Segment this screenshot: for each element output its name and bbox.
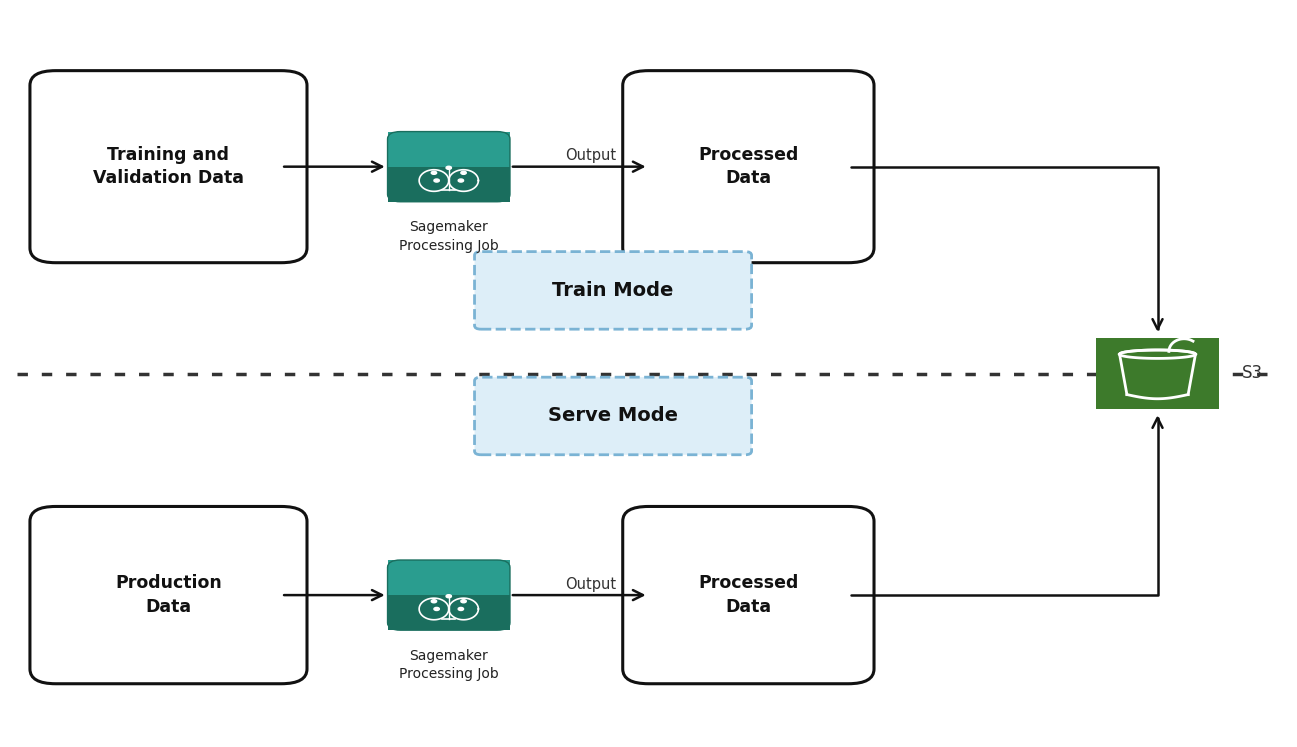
FancyBboxPatch shape [623, 71, 874, 263]
Text: Output: Output [565, 577, 616, 592]
FancyBboxPatch shape [388, 131, 510, 167]
FancyBboxPatch shape [475, 377, 751, 455]
Circle shape [431, 600, 437, 603]
Text: Sagemaker
Processing Job: Sagemaker Processing Job [399, 220, 498, 252]
FancyBboxPatch shape [388, 595, 510, 630]
Circle shape [434, 607, 440, 610]
Circle shape [431, 171, 437, 174]
Circle shape [458, 179, 463, 182]
Text: Output: Output [565, 148, 616, 163]
Text: Train Mode: Train Mode [553, 281, 673, 300]
Text: Processed
Data: Processed Data [698, 146, 799, 187]
Circle shape [446, 595, 451, 598]
Circle shape [460, 600, 466, 603]
Circle shape [460, 171, 466, 174]
Circle shape [458, 607, 463, 610]
FancyBboxPatch shape [388, 560, 510, 595]
Circle shape [434, 179, 440, 182]
Text: Training and
Validation Data: Training and Validation Data [93, 146, 244, 187]
FancyBboxPatch shape [475, 252, 751, 329]
Text: S3: S3 [1243, 365, 1263, 382]
Text: Production
Data: Production Data [115, 574, 222, 616]
Circle shape [446, 167, 451, 170]
FancyBboxPatch shape [388, 167, 510, 202]
Text: Sagemaker
Processing Job: Sagemaker Processing Job [399, 648, 498, 681]
FancyBboxPatch shape [1096, 338, 1219, 409]
Text: Processed
Data: Processed Data [698, 574, 799, 616]
FancyBboxPatch shape [30, 71, 307, 263]
Text: Serve Mode: Serve Mode [549, 406, 678, 426]
FancyBboxPatch shape [30, 506, 307, 684]
FancyBboxPatch shape [623, 506, 874, 684]
